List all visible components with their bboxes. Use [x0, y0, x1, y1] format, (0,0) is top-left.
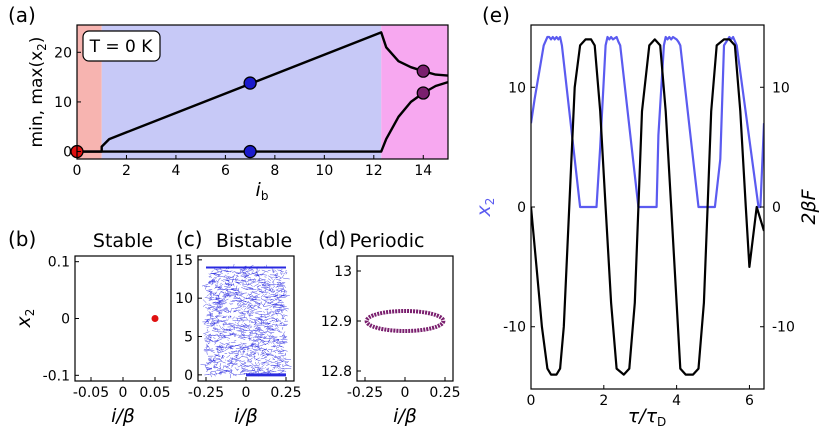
x-tick-label: 0.05 — [139, 385, 170, 401]
panel-a-ticks: 0 2 4 6 8 10 12 14 0 10 20 — [54, 45, 432, 179]
panel-e-ylabel-right: 2βF — [798, 188, 820, 224]
y-tick-label: 0.1 — [48, 255, 70, 271]
y-tick-label: 5 — [184, 330, 193, 346]
y-tick-label: 10 — [772, 80, 790, 96]
panel-a-frame — [76, 24, 449, 160]
y-tick-label: -10 — [503, 320, 526, 336]
x-tick-label: -0.05 — [73, 385, 109, 401]
x-tick-label: 0 — [527, 393, 536, 409]
panel-e-label: (e) — [482, 3, 510, 27]
panel-a-ylabel: min, max(x2) — [27, 37, 49, 148]
panel-b-ticks: -0.05 0 0.05 -0.1 0 0.1 — [43, 255, 171, 401]
x-tick-label: 4 — [672, 393, 681, 409]
panel-d-xlabel: i/β — [393, 405, 417, 427]
y-tick-label: 20 — [54, 45, 72, 61]
x-tick-label: -0.25 — [347, 385, 383, 401]
panel-d-frame — [356, 255, 454, 382]
y-tick-label: 10 — [175, 291, 193, 307]
y-tick-label: 13 — [334, 264, 352, 280]
x-tick-label: 12 — [365, 163, 383, 179]
panel-d-ticks: -0.25 0 0.25 12.8 12.9 13 — [321, 264, 461, 401]
x-tick-label: 14 — [414, 163, 432, 179]
x-tick-label: 0 — [401, 385, 410, 401]
x-tick-label: -0.25 — [188, 385, 224, 401]
y-tick-label: 0 — [517, 200, 526, 216]
series-force — [531, 38, 764, 376]
temperature-annotation: T = 0 K — [82, 30, 161, 62]
y-tick-label: 10 — [508, 80, 526, 96]
y-tick-label: 10 — [54, 95, 72, 111]
x-tick-label: 2 — [599, 393, 608, 409]
marker-periodic — [416, 86, 430, 100]
y-tick-label: -0.1 — [43, 368, 70, 384]
stable-points — [151, 315, 159, 322]
x-tick-label: 0 — [119, 385, 128, 401]
y-tick-label: 15 — [175, 253, 193, 269]
panel-e-ylabel-left: x2 — [473, 198, 497, 218]
y-tick-label: 0 — [63, 145, 72, 161]
panel-e-ticks: 0 2 4 6 -10 0 10 -10 0 10 — [503, 80, 795, 409]
stable-point — [151, 315, 159, 322]
y-tick-label: 12.8 — [321, 364, 352, 380]
panel-a: 0 2 4 6 8 10 12 14 0 10 20 (a) T = 0 K ib min, max… — [8, 3, 449, 203]
x-tick-label: 8 — [270, 163, 279, 179]
x-tick-label: 0 — [242, 385, 251, 401]
x-tick-label: 6 — [745, 393, 754, 409]
panel-e-xlabel: τ/τD — [628, 405, 667, 429]
x-tick-label: 0.25 — [270, 385, 301, 401]
panel-c-title: Bistable — [216, 230, 292, 252]
line-min — [77, 80, 448, 153]
annotation-box — [82, 30, 161, 62]
marker-bistable — [243, 76, 257, 90]
panel-a-label: (a) — [8, 3, 36, 27]
panel-b-ylabel: x2 — [13, 309, 37, 329]
panel-b-xlabel: i/β — [111, 405, 135, 427]
bistable-cloud — [200, 263, 292, 379]
periodic-ellipse — [364, 309, 446, 333]
region-periodic — [381, 25, 448, 159]
marker-periodic — [416, 64, 430, 78]
y-tick-label: 0 — [61, 312, 70, 328]
x-tick-label: 4 — [171, 163, 180, 179]
panel-d: -0.25 0 0.25 12.8 12.9 13 (d) Periodic i/β — [318, 227, 461, 427]
panel-d-label: (d) — [318, 227, 346, 251]
panel-e: 0 2 4 6 -10 0 10 -10 0 10 (e) τ/τD x2 2βF — [473, 3, 820, 429]
x-tick-label: 2 — [122, 163, 131, 179]
panel-b: -0.05 0 0.05 -0.1 0 0.1 (b) Stable i/β x2 — [8, 227, 172, 427]
x-tick-label: 10 — [315, 163, 333, 179]
x-tick-label: 6 — [221, 163, 230, 179]
x-tick-label: 0.25 — [429, 385, 460, 401]
bistable-trajectory — [200, 263, 292, 379]
panel-c-label: (c) — [176, 227, 203, 251]
panel-d-title: Periodic — [350, 230, 425, 252]
panel-b-title: Stable — [93, 230, 153, 252]
panel-b-label: (b) — [8, 227, 36, 251]
y-tick-label: 0 — [772, 200, 781, 216]
periodic-orbit — [364, 309, 446, 333]
x-tick-label: 0 — [73, 163, 82, 179]
y-tick-label: -10 — [772, 320, 795, 336]
panel-c-xlabel: i/β — [234, 405, 258, 427]
time-series — [531, 35, 764, 376]
annotation-text: T = 0 K — [89, 37, 154, 57]
y-tick-label: 12.9 — [321, 314, 352, 330]
panel-a-xlabel: ib — [256, 179, 269, 203]
marker-bistable — [243, 144, 257, 159]
y-tick-label: 0 — [184, 368, 193, 384]
